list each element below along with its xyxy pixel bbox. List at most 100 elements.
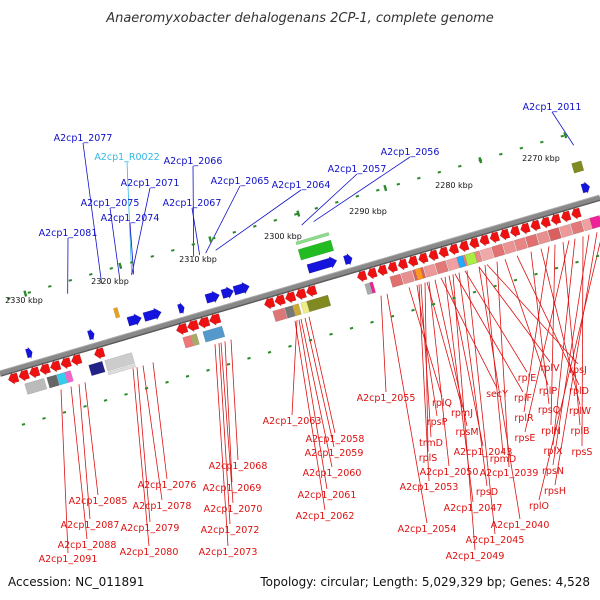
cog-block — [389, 273, 404, 288]
label-trmd: trmD — [419, 438, 443, 449]
label-a2cp1-2080: A2cp1_2080 — [120, 547, 179, 558]
cog-block — [369, 281, 376, 294]
leader-line — [434, 279, 468, 427]
inner-tick — [42, 416, 46, 420]
leader-line — [70, 386, 88, 540]
outer-tick — [498, 152, 503, 156]
cog-block — [56, 372, 68, 386]
leader-line — [554, 232, 598, 486]
inner-tick — [390, 314, 395, 318]
label-rplf: rplF — [514, 393, 532, 404]
label-a2cp1-2065: A2cp1_2065 — [211, 176, 270, 187]
reverse-gene-arrow — [209, 313, 222, 326]
major-tick — [208, 236, 213, 243]
outer-tick — [416, 176, 421, 180]
label-a2cp1-2062: A2cp1_2062 — [296, 511, 355, 522]
major-tick — [478, 156, 483, 164]
reverse-gene-arrow — [499, 228, 511, 241]
leader-line — [454, 273, 524, 393]
cog-block — [434, 260, 449, 275]
leader-line — [308, 316, 336, 434]
reverse-gene-arrow — [397, 257, 409, 271]
kbp-label-2290-kbp: 2290 kbp — [349, 207, 387, 216]
reverse-gene-arrow — [94, 346, 106, 360]
leader-line — [426, 281, 463, 408]
forward-gene-arrow — [232, 281, 250, 296]
inner-tick — [411, 308, 415, 312]
label-rpsp: rpsP — [427, 417, 448, 428]
leader-line — [205, 185, 241, 254]
figure-title: Anaeromyxobacter dehalogenans 2CP-1, com… — [105, 11, 494, 26]
label-a2cp1-2060: A2cp1_2060 — [303, 468, 362, 479]
leader-line — [214, 344, 229, 547]
label-secy: secY — [486, 389, 508, 400]
reverse-gene-arrow — [479, 233, 490, 247]
cog-block — [272, 307, 288, 323]
label-rplq: rplQ — [432, 398, 452, 409]
outer-tick — [27, 291, 32, 294]
feature-tracks — [8, 160, 600, 395]
cog-block — [202, 325, 226, 343]
outer-tick — [252, 224, 257, 228]
label-a2cp1-2081: A2cp1_2081 — [39, 228, 98, 239]
cog-block — [400, 270, 415, 285]
genome-summary-text: Topology: circular; Length: 5,029,329 bp… — [259, 575, 590, 589]
cog-block — [300, 301, 310, 314]
label-a2cp1-2054: A2cp1_2054 — [398, 524, 457, 535]
label-rplw: rplW — [569, 406, 592, 417]
leader-line — [60, 389, 69, 554]
label-a2cp1-2011: A2cp1_2011 — [523, 102, 582, 113]
label-a2cp1-2064: A2cp1_2064 — [272, 180, 331, 191]
reverse-gene-arrow — [187, 319, 200, 333]
leader-line — [538, 241, 600, 501]
forward-gene-arrow — [177, 302, 185, 315]
reverse-gene-arrow — [39, 362, 51, 376]
leader-line — [552, 238, 576, 446]
inner-tick — [247, 356, 251, 360]
cog-block — [24, 378, 48, 395]
leader-line — [464, 270, 528, 373]
cog-block — [502, 240, 517, 255]
outer-tick — [47, 284, 52, 288]
label-a2cp1-2073: A2cp1_2073 — [199, 547, 258, 558]
outer-tick — [560, 134, 565, 138]
outer-tick — [437, 170, 442, 174]
leader-line — [313, 156, 411, 222]
leader-line — [478, 266, 551, 363]
outer-tick — [539, 140, 544, 144]
cog-block — [456, 255, 466, 269]
leader-line — [132, 368, 150, 547]
inner-tick — [144, 386, 149, 390]
leader-line — [478, 266, 521, 520]
leader-line — [191, 207, 201, 256]
inner-tick — [513, 278, 518, 282]
kbp-label-2300-kbp: 2300 kbp — [264, 232, 302, 241]
leader-line — [82, 142, 103, 284]
forward-gene-arrow — [204, 290, 220, 304]
cog-block — [558, 223, 574, 239]
reverse-gene-arrow — [176, 322, 189, 336]
cog-block — [464, 251, 478, 266]
reverse-gene-arrow — [50, 359, 62, 373]
leader-line — [294, 320, 326, 511]
inner-tick — [308, 338, 313, 342]
axis-shadow — [0, 199, 600, 377]
leader-line — [136, 367, 151, 523]
label-rpsn: rpsN — [542, 466, 564, 477]
reverse-gene-arrow — [8, 372, 20, 385]
label-a2cp1-2087: A2cp1_2087 — [61, 520, 120, 531]
leader-line — [301, 173, 358, 226]
outer-tick — [170, 248, 175, 252]
outer-tick — [375, 188, 380, 192]
reverse-gene-arrow — [60, 356, 72, 370]
outer-tick — [150, 254, 155, 258]
outer-tick — [519, 146, 524, 150]
cog-block — [88, 361, 106, 377]
outer-tick — [457, 164, 462, 168]
kbp-label-2270-kbp: 2270 kbp — [522, 154, 560, 163]
genome-axis — [0, 194, 600, 377]
label-a2cp1-2053: A2cp1_2053 — [400, 482, 459, 493]
label-rpsq: rpsQ — [538, 405, 560, 416]
